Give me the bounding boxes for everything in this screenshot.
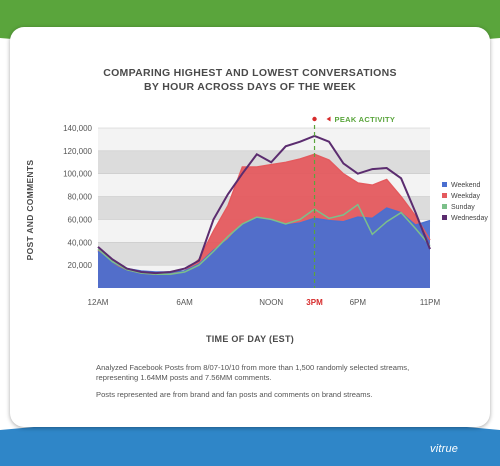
- brand-logo: vitrue: [430, 443, 459, 455]
- x-tick-label: 6AM: [176, 298, 193, 307]
- grid-band: [98, 128, 430, 151]
- peak-activity-label: PEAK ACTIVITY: [335, 115, 396, 124]
- chart: 20,000 40,000 60,000 80,000 100,000 120,000 14…: [63, 115, 488, 307]
- series-line-wednesday: [97, 134, 431, 275]
- legend-swatch-weekday: [442, 193, 447, 198]
- chart-title: COMPARING HIGHEST AND LOWEST CONVERSATIO…: [0, 66, 500, 94]
- x-tick-label: NOON: [259, 298, 283, 307]
- x-tick-label: 3PM: [306, 298, 323, 307]
- y-tick-label: 140,000: [63, 124, 92, 133]
- x-tick-label: 11PM: [420, 298, 441, 307]
- legend-label-sunday: Sunday: [451, 204, 475, 211]
- y-tick-label: 20,000: [68, 261, 93, 270]
- legend-label-wednesday: Wednesday: [451, 215, 488, 222]
- y-tick-label: 40,000: [68, 238, 93, 247]
- note-line-1: Analyzed Facebook Posts from 8/07-10/10 …: [96, 363, 410, 372]
- chart-title-line-1: COMPARING HIGHEST AND LOWEST CONVERSATIO…: [103, 67, 397, 79]
- chart-title-line-2: BY HOUR ACROSS DAYS OF THE WEEK: [144, 81, 356, 93]
- y-tick-label: 80,000: [68, 193, 93, 202]
- x-tick-label: 12AM: [88, 298, 109, 307]
- y-axis-label-wrap: POST AND COMMENTS: [20, 145, 40, 275]
- series-area-weekend: [98, 208, 430, 288]
- peak-dot: [312, 116, 317, 122]
- y-tick-label: 60,000: [68, 215, 93, 224]
- grid-band: [98, 150, 430, 174]
- legend-label-weekend: Weekend: [451, 182, 481, 189]
- legend-swatch-wednesday: [442, 215, 447, 220]
- legend-swatch-weekend: [442, 182, 447, 187]
- bottom-blue-band: [0, 418, 500, 466]
- note-line-3: Posts represented are from brand and fan…: [96, 390, 373, 399]
- y-axis-label: POST AND COMMENTS: [25, 159, 35, 261]
- note-line-2: representing 1.64MM posts and 7.56MM com…: [96, 373, 272, 382]
- x-tick-label: 6PM: [350, 298, 367, 307]
- y-tick-label: 100,000: [63, 170, 92, 179]
- y-tick-label: 120,000: [63, 147, 92, 156]
- series-line-sunday: [97, 203, 431, 276]
- x-axis-label: TIME OF DAY (EST): [205, 334, 295, 344]
- peak-arrow-icon: [326, 116, 331, 122]
- legend-label-weekday: Weekday: [451, 193, 481, 200]
- legend-swatch-sunday: [442, 204, 447, 209]
